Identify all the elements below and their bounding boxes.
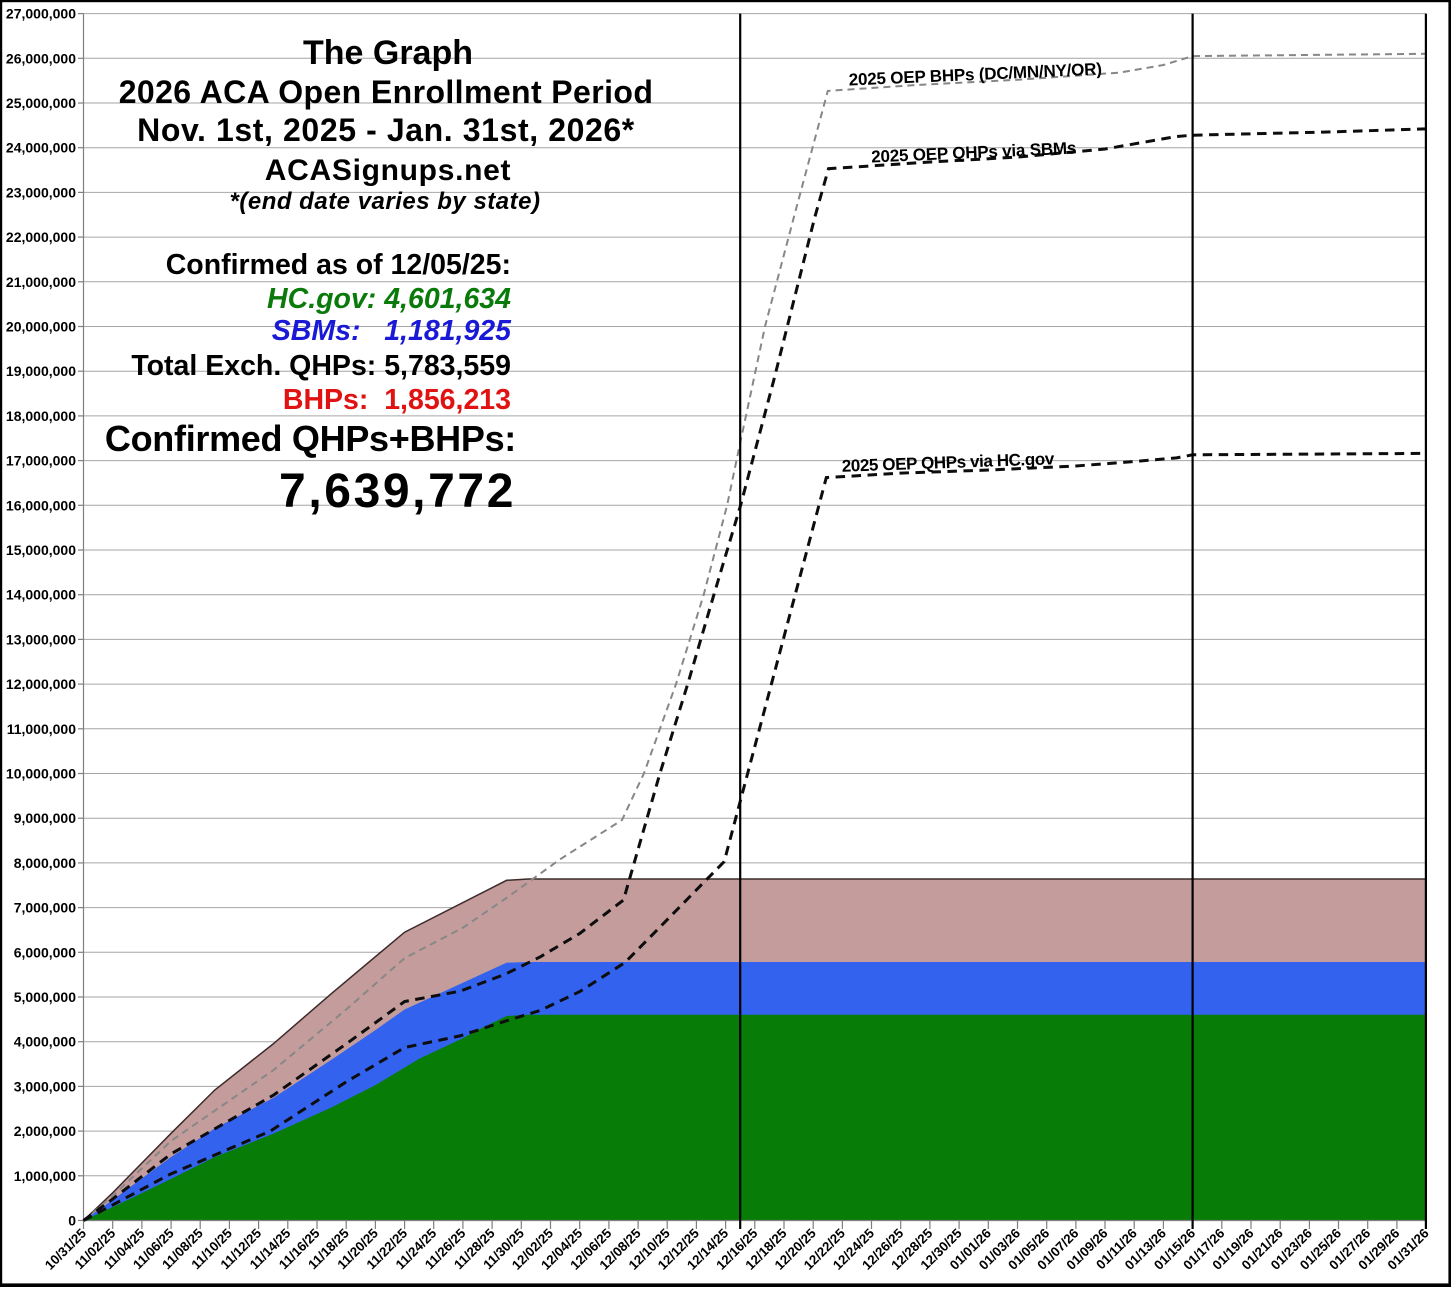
svg-text:9,000,000: 9,000,000 bbox=[14, 810, 76, 826]
svg-text:11,000,000: 11,000,000 bbox=[7, 721, 77, 737]
svg-text:ACASignups.net: ACASignups.net bbox=[265, 154, 511, 187]
svg-text:14,000,000: 14,000,000 bbox=[6, 587, 76, 603]
svg-text:7,000,000: 7,000,000 bbox=[14, 900, 76, 916]
svg-text:3,000,000: 3,000,000 bbox=[14, 1078, 76, 1094]
svg-text:21,000,000: 21,000,000 bbox=[6, 274, 76, 290]
svg-text:1,000,000: 1,000,000 bbox=[14, 1168, 76, 1184]
svg-text:17,000,000: 17,000,000 bbox=[6, 453, 76, 469]
svg-text:*(end date varies by state): *(end date varies by state) bbox=[230, 188, 541, 215]
svg-text:16,000,000: 16,000,000 bbox=[6, 497, 76, 513]
svg-text:Total Exch. QHPs: 5,783,559: Total Exch. QHPs: 5,783,559 bbox=[131, 350, 511, 382]
svg-text:The Graph: The Graph bbox=[303, 34, 473, 72]
svg-text:Confirmed QHPs+BHPs:: Confirmed QHPs+BHPs: bbox=[105, 418, 516, 459]
svg-text:10,000,000: 10,000,000 bbox=[6, 766, 76, 782]
svg-text:22,000,000: 22,000,000 bbox=[6, 229, 76, 245]
svg-text:4,000,000: 4,000,000 bbox=[14, 1034, 76, 1050]
svg-text:8,000,000: 8,000,000 bbox=[14, 855, 76, 871]
svg-text:25,000,000: 25,000,000 bbox=[6, 95, 76, 111]
svg-text:26,000,000: 26,000,000 bbox=[6, 50, 76, 66]
svg-text:SBMs: 1,181,925: SBMs: 1,181,925 bbox=[272, 315, 512, 347]
svg-text:18,000,000: 18,000,000 bbox=[6, 408, 76, 424]
svg-text:5,000,000: 5,000,000 bbox=[14, 989, 76, 1005]
svg-text:7,639,772: 7,639,772 bbox=[279, 465, 516, 518]
svg-text:2026 ACA Open Enrollment Perio: 2026 ACA Open Enrollment Period bbox=[119, 74, 654, 110]
svg-text:12,000,000: 12,000,000 bbox=[6, 676, 76, 692]
svg-text:27,000,000: 27,000,000 bbox=[6, 6, 76, 22]
svg-text:23,000,000: 23,000,000 bbox=[6, 184, 76, 200]
svg-text:HC.gov: 4,601,634: HC.gov: 4,601,634 bbox=[267, 283, 511, 315]
svg-text:19,000,000: 19,000,000 bbox=[6, 363, 76, 379]
svg-text:24,000,000: 24,000,000 bbox=[6, 140, 76, 156]
svg-text:13,000,000: 13,000,000 bbox=[6, 631, 76, 647]
svg-text:Confirmed as of 12/05/25:: Confirmed as of 12/05/25: bbox=[166, 249, 511, 281]
svg-text:6,000,000: 6,000,000 bbox=[14, 944, 76, 960]
svg-text:2,000,000: 2,000,000 bbox=[14, 1123, 76, 1139]
svg-text:BHPs: 1,856,213: BHPs: 1,856,213 bbox=[283, 384, 511, 416]
svg-text:Nov. 1st, 2025 - Jan. 31st, 20: Nov. 1st, 2025 - Jan. 31st, 2026* bbox=[137, 112, 635, 148]
svg-text:15,000,000: 15,000,000 bbox=[6, 542, 76, 558]
svg-text:0: 0 bbox=[68, 1213, 76, 1229]
svg-text:20,000,000: 20,000,000 bbox=[6, 319, 76, 335]
